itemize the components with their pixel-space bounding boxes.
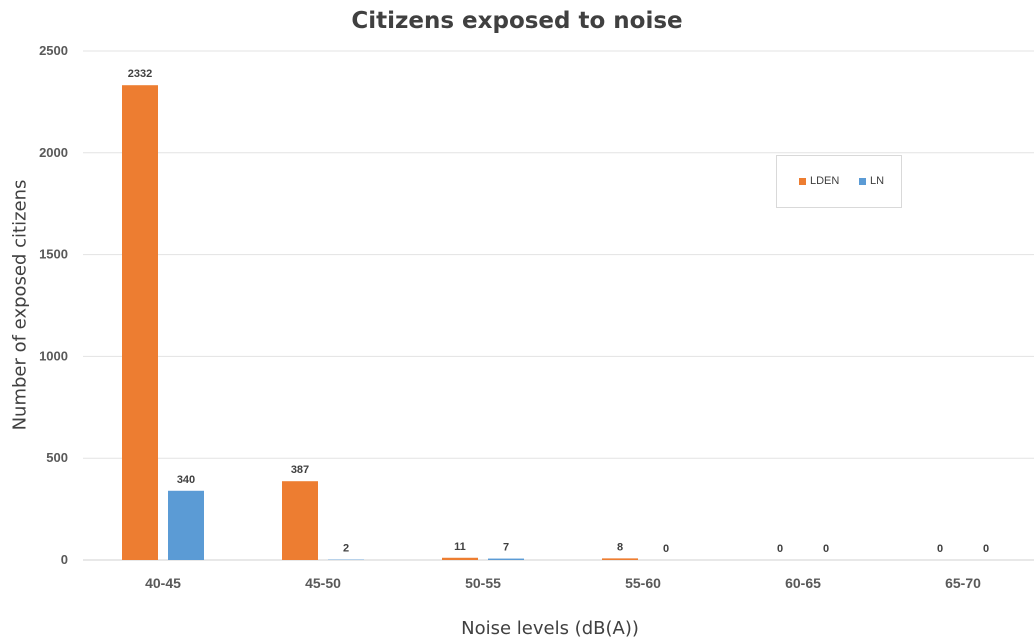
legend-item-ln: LN: [859, 175, 884, 187]
data-label: 0: [983, 543, 989, 555]
y-tick-label: 2500: [39, 43, 68, 58]
bars: [122, 85, 638, 560]
x-axis-label: Noise levels (dB(A)): [461, 618, 639, 639]
bar-lden: [282, 481, 318, 560]
data-label: 0: [777, 543, 783, 555]
value-labels: 2332 340 387 2 11 7 8 0 0 0 0 0: [128, 68, 989, 555]
x-tick-label: 40-45: [145, 575, 181, 591]
data-label: 0: [663, 543, 669, 555]
legend-swatch-ln: [859, 177, 866, 185]
x-tick-label: 50-55: [465, 575, 501, 591]
chart-title: Citizens exposed to noise: [351, 8, 683, 34]
data-label: 0: [937, 543, 943, 555]
legend-label-ln: LN: [870, 175, 885, 187]
data-label: 0: [823, 543, 829, 555]
bar-lden: [602, 558, 638, 560]
bar-lden: [122, 85, 158, 560]
data-label: 7: [503, 542, 509, 554]
data-label: 387: [291, 464, 309, 476]
x-tick-label: 65-70: [945, 575, 981, 591]
bar-lden: [442, 557, 478, 560]
gridlines: [83, 50, 1034, 561]
x-tick-label: 55-60: [625, 575, 661, 591]
bar-ln: [168, 490, 204, 560]
y-tick-label: 1000: [39, 348, 68, 363]
y-tick-label: 0: [61, 552, 68, 567]
legend: LDEN LN: [776, 155, 902, 208]
x-tick-labels: 40-45 45-50 50-55 55-60 60-65 65-70: [145, 575, 981, 591]
y-tick-labels: 0 500 1000 1500 2000 2500: [39, 43, 68, 567]
legend-label-lden: LDEN: [810, 175, 840, 187]
data-label: 2: [343, 543, 349, 555]
y-tick-label: 1500: [39, 247, 68, 262]
y-tick-label: 500: [46, 450, 68, 465]
data-label: 340: [177, 474, 195, 486]
data-label: 8: [617, 541, 623, 553]
legend-item-lden: LDEN: [799, 175, 839, 187]
legend-swatch-lden: [799, 177, 806, 185]
y-tick-label: 2000: [39, 145, 68, 160]
data-label: 2332: [128, 68, 152, 80]
bar-ln: [488, 558, 524, 560]
x-tick-label: 45-50: [305, 575, 341, 591]
data-label: 11: [454, 541, 466, 553]
x-tick-label: 60-65: [785, 575, 821, 591]
